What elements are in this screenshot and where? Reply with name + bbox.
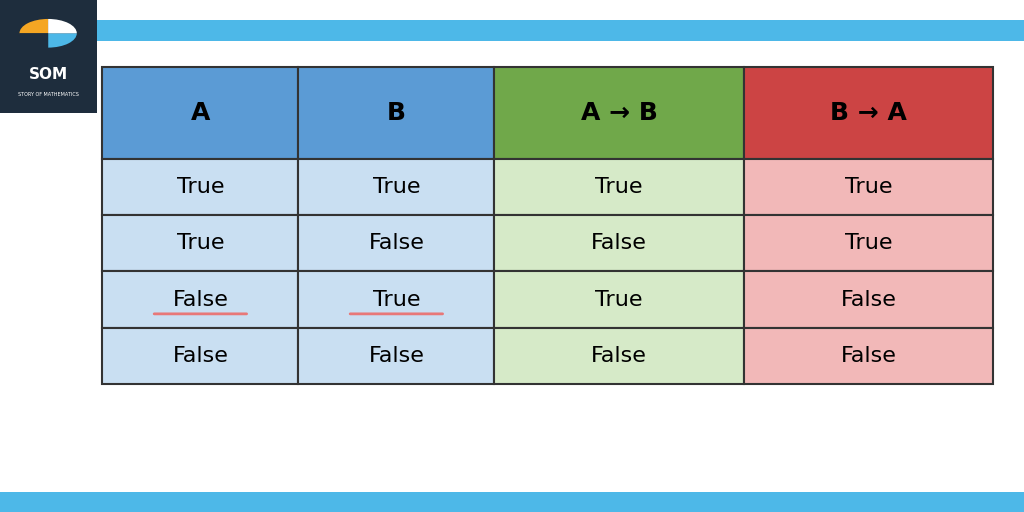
Text: SOM: SOM [29, 67, 68, 82]
Wedge shape [48, 33, 77, 48]
Bar [102, 271, 298, 328]
Text: False: False [369, 233, 424, 253]
Bar [743, 328, 993, 384]
Wedge shape [19, 33, 48, 48]
Text: True: True [177, 233, 224, 253]
Bar [298, 215, 495, 271]
Text: A: A [190, 101, 210, 124]
Bar [102, 159, 298, 215]
Bar [102, 328, 298, 384]
Bar [495, 67, 743, 159]
Bar [495, 271, 743, 328]
Text: True: True [373, 289, 420, 310]
Text: True: True [595, 289, 643, 310]
Wedge shape [19, 19, 48, 33]
Text: False: False [841, 289, 896, 310]
Bar [0, 0, 97, 113]
Bar [298, 271, 495, 328]
Text: True: True [373, 177, 420, 197]
Text: STORY OF MATHEMATICS: STORY OF MATHEMATICS [17, 92, 79, 97]
Text: False: False [841, 346, 896, 366]
Text: B → A: B → A [830, 101, 907, 124]
Bar [102, 215, 298, 271]
Bar [102, 67, 298, 159]
Bar [495, 215, 743, 271]
Text: B: B [387, 101, 406, 124]
Bar [0, 492, 1024, 512]
Text: False: False [369, 346, 424, 366]
Bar [298, 159, 495, 215]
Bar [743, 271, 993, 328]
Bar [495, 328, 743, 384]
Text: True: True [595, 177, 643, 197]
Bar [743, 67, 993, 159]
Text: False: False [172, 289, 228, 310]
Bar [743, 215, 993, 271]
Text: False: False [591, 346, 647, 366]
Bar [298, 328, 495, 384]
Wedge shape [48, 19, 77, 33]
Text: A → B: A → B [581, 101, 657, 124]
Text: True: True [845, 233, 892, 253]
Text: True: True [177, 177, 224, 197]
Bar [298, 67, 495, 159]
Bar [0, 20, 1024, 41]
Bar [743, 159, 993, 215]
Text: True: True [845, 177, 892, 197]
Text: False: False [172, 346, 228, 366]
Bar [495, 159, 743, 215]
Text: False: False [591, 233, 647, 253]
